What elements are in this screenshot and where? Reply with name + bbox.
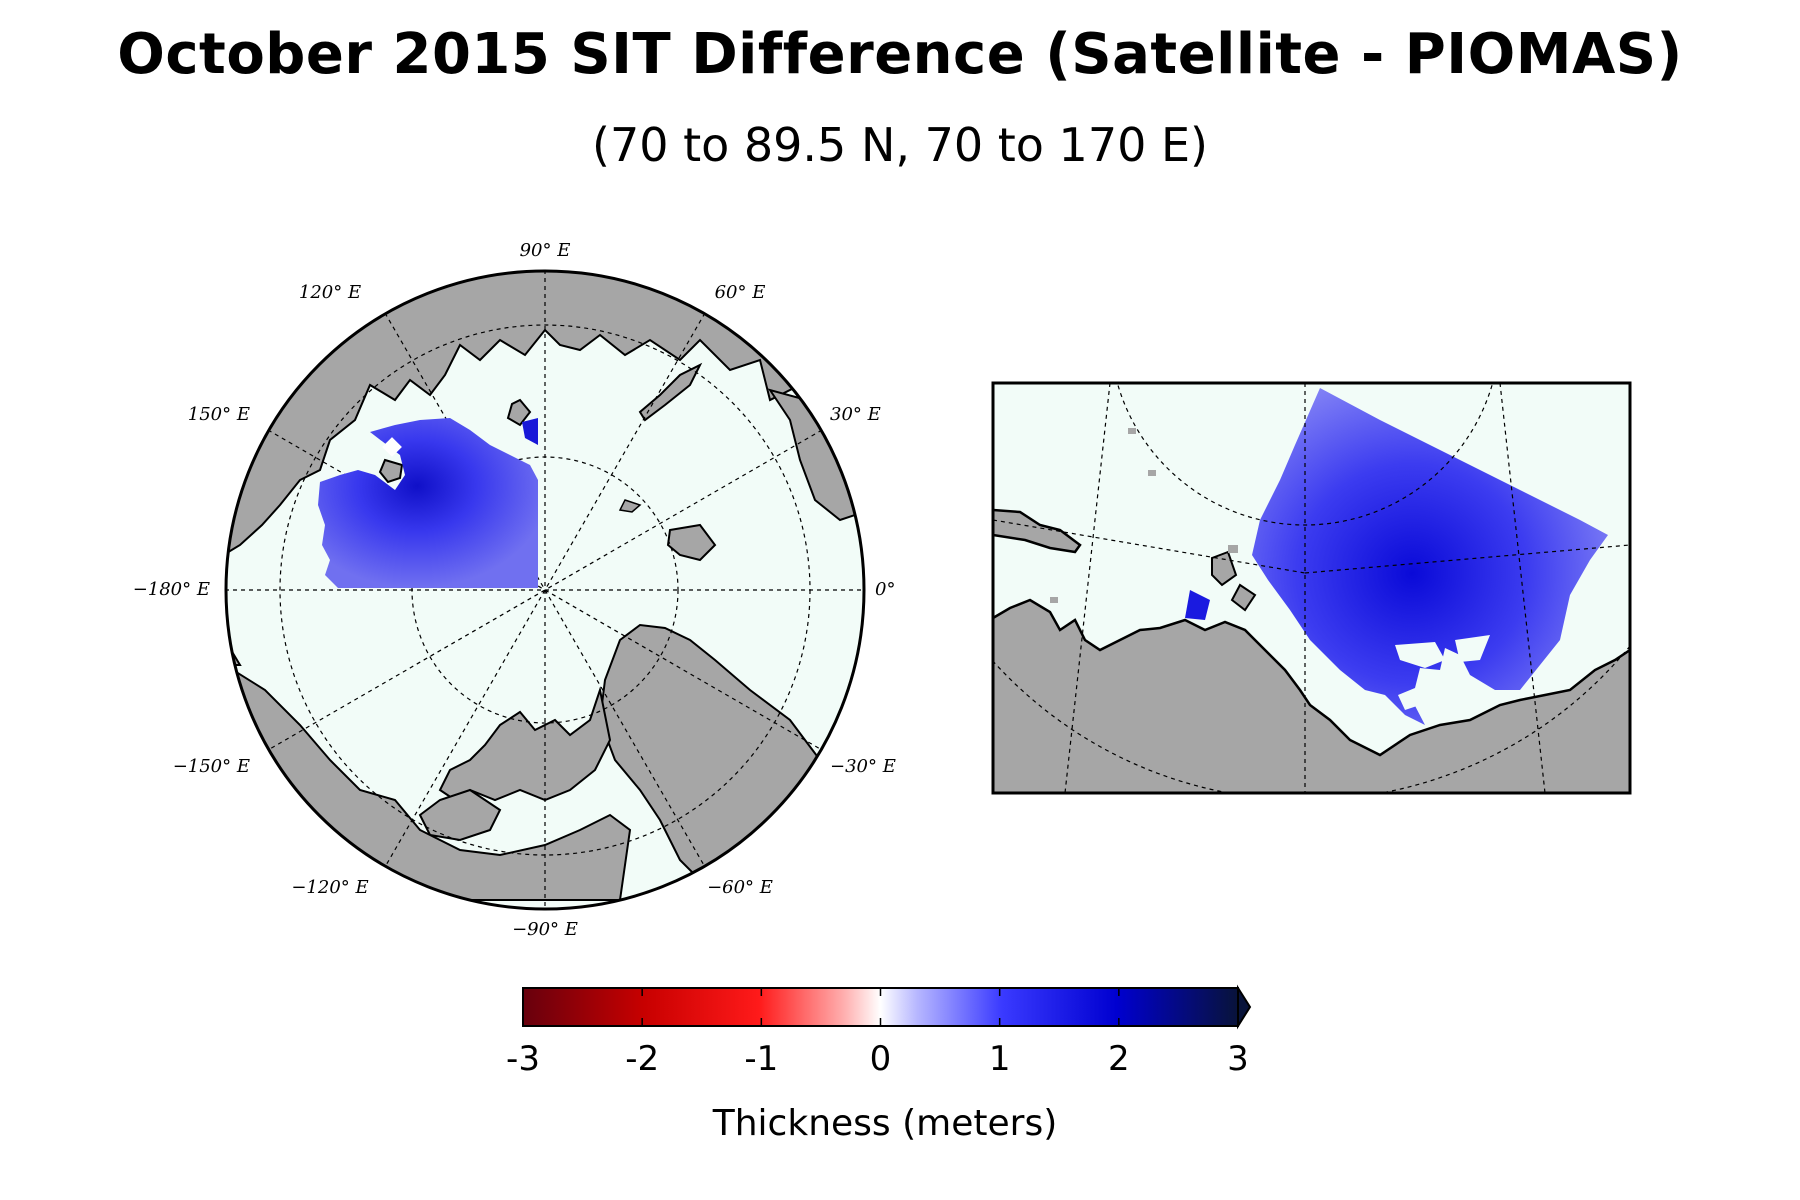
colorbar-label: Thickness (meters) [712, 1103, 1058, 1144]
inset-siberia-land [993, 598, 1630, 793]
colorbar-extend-arrow [1237, 984, 1252, 1030]
lon-label: 120° E [299, 282, 361, 303]
lon-label: −120° E [291, 877, 368, 898]
anomaly-fill [318, 418, 538, 588]
land-speckle [1148, 470, 1156, 476]
lon-label: −60° E [707, 877, 773, 898]
sit-anomaly-region [318, 418, 538, 588]
inset-northwest-land [993, 508, 1082, 554]
victoria-island [418, 788, 502, 842]
inset-island [1230, 583, 1257, 612]
land-speckle [1128, 428, 1136, 434]
colorbar-tick-label: 2 [1108, 1039, 1130, 1079]
meridian-60 [384, 312, 706, 868]
inset-anomaly-fill [1252, 388, 1608, 725]
inset-anomaly-gap [1455, 635, 1490, 662]
polar-map: 90° E 60° E 30° E 0° −30° E −60° E −90° … [133, 240, 896, 940]
lon-label: 30° E [830, 404, 881, 425]
inset-map [991, 381, 1632, 795]
inset-border [991, 381, 1632, 795]
inset-anomaly-gap [1398, 688, 1420, 710]
colorbar-tick-label: -1 [744, 1039, 778, 1079]
lon-label: −30° E [830, 756, 896, 777]
canadian-archipelago [438, 686, 612, 802]
colorbar-tick-label: 1 [989, 1039, 1011, 1079]
figure-subtitle: (70 to 89.5 N, 70 to 170 E) [592, 118, 1208, 172]
colorbar-tick-label: -3 [506, 1039, 540, 1079]
anomaly-gap [382, 437, 402, 457]
lon-label: 90° E [520, 240, 571, 261]
inset-graticule [993, 383, 1630, 793]
polar-map-border [224, 269, 866, 911]
lon-label: 60° E [715, 282, 766, 303]
colorbar-tick-label: 0 [870, 1039, 892, 1079]
colorbar-ticks: -3 -2 -1 0 1 2 3 [506, 988, 1249, 1079]
colorbar: -3 -2 -1 0 1 2 3 Thickness (meters) [506, 984, 1252, 1144]
franz-josef-land [618, 499, 642, 513]
meridian-30 [267, 429, 823, 751]
inset-content [993, 383, 1630, 793]
lon-label: −180° E [133, 579, 210, 600]
lon-label: −90° E [512, 919, 578, 940]
lon-label: 0° [875, 579, 895, 600]
inset-meridian [1304, 544, 1630, 574]
new-siberian-islands [378, 458, 404, 484]
land-speckle [1228, 545, 1238, 553]
novaya-zemlya [638, 362, 703, 422]
lon-label: 150° E [188, 404, 250, 425]
svalbard [666, 523, 717, 562]
severnaya-zemlya [506, 398, 532, 427]
longitude-labels: 90° E 60° E 30° E 0° −30° E −60° E −90° … [133, 240, 896, 940]
inset-anomaly-gap [1395, 642, 1445, 668]
inset-anomaly-fragment [1185, 590, 1210, 620]
lon-label: −150° E [173, 756, 250, 777]
inset-parallel-80n [1116, 383, 1494, 526]
colorbar-tick-label: 3 [1227, 1039, 1249, 1079]
figure-title: October 2015 SIT Difference (Satellite -… [117, 22, 1683, 87]
colorbar-tick-label: -2 [625, 1039, 659, 1079]
anomaly-fragment [522, 418, 538, 445]
meridian-120 [384, 312, 706, 868]
land-speckle [1050, 597, 1058, 603]
